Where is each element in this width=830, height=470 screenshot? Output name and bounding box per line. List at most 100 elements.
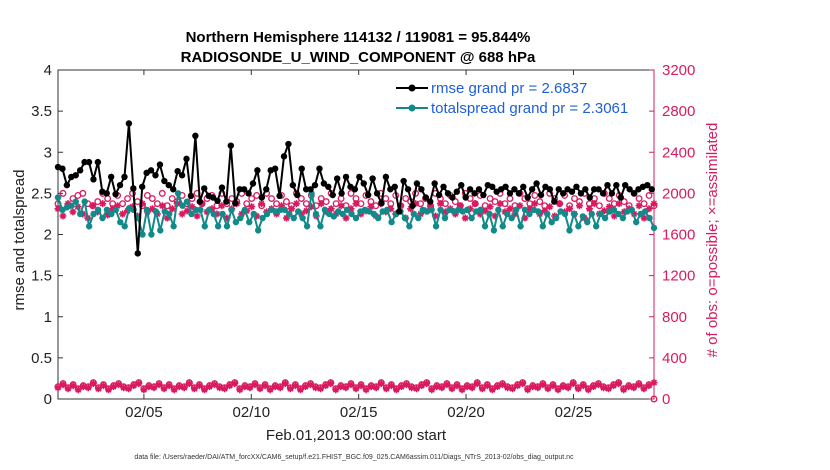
obs-assimilated-point — [427, 203, 434, 211]
obs-assimilated-low-point — [246, 384, 254, 392]
obs-assimilated-point — [347, 205, 355, 213]
rmse-point — [280, 153, 288, 160]
obs-assimilated-point — [248, 203, 256, 211]
obs-assimilated-low-point — [231, 380, 239, 388]
totalspread-point — [588, 210, 595, 218]
y-axis-left: 0 0.5 1 1.5 2 2.5 3 3.5 4 — [31, 62, 63, 408]
x-tick-label: 02/10 — [233, 404, 271, 421]
obs-assimilated-low-point — [54, 384, 62, 392]
obs-assimilated-low-point — [620, 386, 628, 394]
rmse-point — [630, 190, 638, 197]
obs-assimilated-point — [64, 200, 72, 208]
obs-assimilated-low-point — [564, 384, 572, 392]
obs-assimilated-low-point — [433, 383, 441, 391]
obs-possible-low-point — [650, 395, 658, 403]
rmse-point — [223, 198, 230, 205]
obs-assimilated-low-point — [478, 385, 486, 393]
obs-assimilated-low-point — [317, 385, 325, 393]
obs-assimilated-low-point — [94, 385, 102, 393]
totalspread-point — [281, 206, 289, 214]
obs-assimilated-low-point — [362, 386, 370, 394]
rmse-point — [338, 190, 345, 197]
obs-assimilated-low-point — [448, 385, 456, 393]
rmse-point — [440, 183, 447, 190]
totalspread-point — [303, 223, 311, 230]
obs-assimilated-low-point — [110, 383, 118, 391]
obs-assimilated-low-point — [145, 383, 153, 391]
totalspread-point — [526, 210, 533, 218]
y-axis-right: 0 400 800 1200 1600 2000 2400 2800 3200 — [649, 62, 695, 408]
obs-assimilated-point — [566, 205, 574, 213]
obs-assimilated-low-point — [327, 380, 335, 388]
totalspread-point — [232, 218, 240, 226]
obs-assimilated-low-point — [488, 386, 496, 394]
obs-assimilated-low-point — [352, 385, 360, 393]
rmse-point — [435, 191, 443, 199]
obs-assimilated-low-point — [226, 382, 234, 390]
y-tick-label: 3.5 — [31, 103, 52, 120]
totalspread-point — [468, 214, 475, 222]
rmse-point — [489, 183, 496, 190]
obs-assimilated-point — [69, 208, 77, 216]
obs-assimilated-point — [307, 203, 315, 211]
totalspread-point — [628, 206, 635, 214]
totalspread-point — [223, 223, 231, 230]
obs-assimilated-point — [183, 207, 191, 215]
obs-assimilated-low-point — [438, 384, 446, 392]
rmse-point — [112, 190, 119, 198]
obs-possible-point — [402, 195, 410, 202]
obs-possible-point — [347, 189, 355, 197]
obs-assimilated-low-point — [504, 384, 512, 392]
rmse-point — [462, 194, 469, 201]
obs-assimilated-low-point — [524, 386, 532, 394]
rmse-point — [134, 250, 141, 257]
totalspread-point — [112, 206, 120, 214]
rmse-point — [94, 158, 102, 166]
obs-assimilated-low-point — [645, 382, 653, 390]
obs-assimilated-point — [317, 200, 325, 208]
totalspread-point — [317, 223, 324, 230]
totalspread-point — [77, 210, 84, 218]
obs-possible-point — [451, 198, 459, 206]
series-totalspread — [54, 190, 658, 238]
rmse-point — [138, 183, 146, 190]
obs-assimilated-low-point — [175, 383, 183, 391]
totalspread-point — [641, 208, 649, 215]
obs-assimilated-point — [556, 200, 564, 208]
obs-assimilated-point — [302, 207, 310, 215]
totalspread-point — [370, 210, 377, 218]
totalspread-point — [544, 210, 551, 218]
rmse-point — [528, 186, 536, 193]
rmse-point — [502, 183, 509, 190]
obs-assimilated-low-point — [190, 385, 198, 393]
rmse-point — [453, 188, 461, 195]
obs-assimilated-point — [521, 214, 529, 222]
obs-assimilated-point — [129, 203, 136, 211]
totalspread-point — [477, 206, 484, 214]
obs-assimilated-low-point — [307, 381, 315, 389]
rmse-point — [201, 185, 208, 192]
rmse-point — [546, 186, 554, 193]
obs-assimilated-low-point — [347, 381, 355, 389]
totalspread-point — [383, 206, 391, 214]
obs-assimilated-point — [213, 210, 221, 218]
obs-assimilated-low-point — [584, 386, 592, 394]
totalspread-point — [152, 208, 160, 215]
rmse-point — [573, 183, 580, 190]
obs-assimilated-point — [54, 205, 62, 213]
obs-assimilated-point — [506, 205, 514, 213]
totalspread-point — [561, 210, 569, 218]
y-tick-label: 4 — [44, 62, 52, 79]
obs-assimilated-low-point — [135, 380, 143, 388]
totalspread-point — [437, 206, 444, 214]
rmse-point — [254, 167, 261, 174]
obs-assimilated-point — [481, 207, 489, 215]
obs-assimilated-point — [600, 207, 608, 215]
obs-assimilated-low-point — [554, 386, 562, 394]
x-tick-label: 02/05 — [125, 404, 163, 421]
obs-assimilated-point — [352, 200, 360, 208]
rmse-point — [466, 186, 474, 193]
obs-assimilated-low-point — [89, 380, 97, 388]
rmse-point — [449, 194, 456, 201]
